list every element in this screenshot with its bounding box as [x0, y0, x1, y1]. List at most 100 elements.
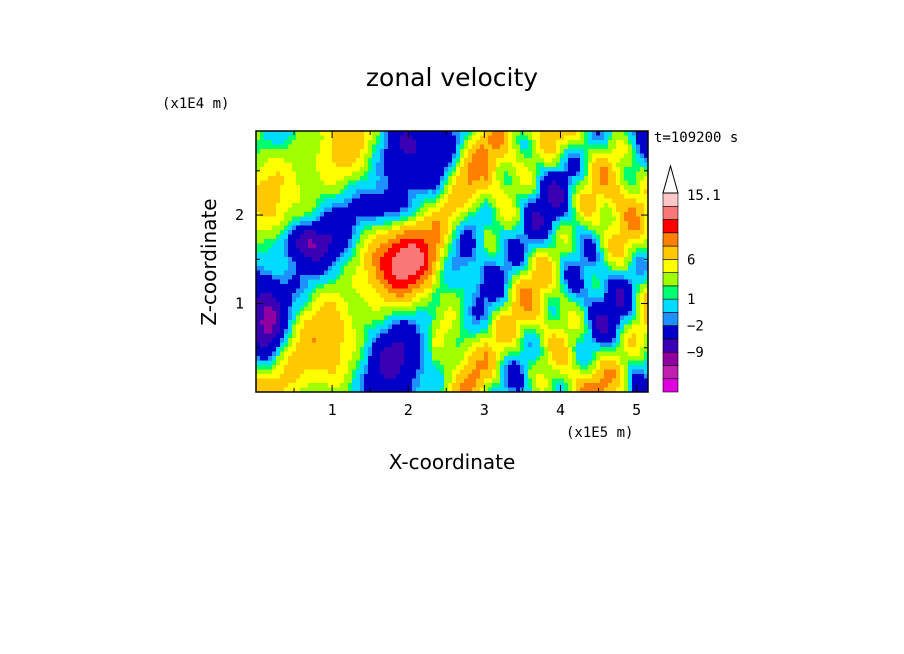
heatmap-cell	[532, 293, 537, 299]
heatmap-cell	[440, 135, 445, 141]
heatmap-cell	[448, 306, 453, 312]
heatmap-cell	[580, 302, 585, 308]
heatmap-cell	[304, 189, 309, 195]
heatmap-cell	[644, 288, 648, 294]
heatmap-cell	[368, 180, 373, 186]
heatmap-cell	[332, 351, 337, 357]
heatmap-cell	[332, 194, 337, 200]
heatmap-cell	[380, 347, 385, 353]
heatmap-cell	[308, 225, 313, 231]
heatmap-cell	[352, 203, 357, 209]
heatmap-cell	[344, 257, 349, 263]
heatmap-cell	[640, 275, 645, 281]
heatmap-cell	[544, 198, 549, 204]
heatmap-cell	[272, 347, 277, 353]
heatmap-cell	[472, 180, 477, 186]
heatmap-cell	[480, 297, 485, 303]
heatmap-cell	[616, 347, 621, 353]
heatmap-cell	[468, 266, 473, 272]
heatmap-cell	[588, 351, 593, 357]
heatmap-cell	[628, 171, 633, 177]
heatmap-cell	[412, 198, 417, 204]
heatmap-cell	[580, 311, 585, 317]
heatmap-cell	[440, 198, 445, 204]
heatmap-cell	[272, 162, 277, 168]
heatmap-cell	[612, 270, 617, 276]
heatmap-cell	[572, 270, 577, 276]
heatmap-cell	[544, 234, 549, 240]
heatmap-cell	[436, 203, 441, 209]
heatmap-cell	[608, 311, 613, 317]
heatmap-cell	[624, 230, 629, 236]
heatmap-cell	[504, 338, 509, 344]
heatmap-cell	[568, 207, 573, 213]
heatmap-cell	[328, 293, 333, 299]
heatmap-cell	[456, 293, 461, 299]
heatmap-cell	[604, 279, 609, 285]
heatmap-cell	[604, 230, 609, 236]
heatmap-cell	[488, 149, 493, 155]
heatmap-cell	[256, 306, 261, 312]
heatmap-cell	[376, 333, 381, 339]
heatmap-cell	[476, 149, 481, 155]
heatmap-cell	[496, 198, 501, 204]
heatmap-cell	[564, 243, 569, 249]
heatmap-cell	[364, 351, 369, 357]
heatmap-cell	[356, 144, 361, 150]
heatmap-cell	[272, 212, 277, 218]
heatmap-cell	[260, 293, 265, 299]
heatmap-cell	[596, 144, 601, 150]
heatmap-cell	[584, 216, 589, 222]
heatmap-cell	[580, 144, 585, 150]
heatmap-cell	[608, 167, 613, 173]
heatmap-cell	[488, 261, 493, 267]
heatmap-cell	[536, 302, 541, 308]
heatmap-cell	[312, 203, 317, 209]
heatmap-cell	[612, 239, 617, 245]
heatmap-cell	[376, 239, 381, 245]
heatmap-cell	[460, 306, 465, 312]
heatmap-cell	[324, 320, 329, 326]
heatmap-cell	[508, 225, 513, 231]
heatmap-cell	[300, 149, 305, 155]
heatmap-cell	[440, 266, 445, 272]
heatmap-cell	[420, 257, 425, 263]
heatmap-cell	[608, 212, 613, 218]
heatmap-cell	[644, 342, 648, 348]
heatmap-cell	[564, 171, 569, 177]
heatmap-cell	[368, 311, 373, 317]
heatmap-cell	[520, 230, 525, 236]
heatmap-cell	[352, 257, 357, 263]
heatmap-cell	[520, 356, 525, 362]
heatmap-cell	[272, 306, 277, 312]
heatmap-cell	[328, 198, 333, 204]
heatmap-cell	[548, 338, 553, 344]
heatmap-cell	[384, 167, 389, 173]
heatmap-cell	[528, 216, 533, 222]
heatmap-cell	[532, 167, 537, 173]
heatmap-cell	[600, 189, 605, 195]
heatmap-cell	[456, 342, 461, 348]
heatmap-cell	[404, 185, 409, 191]
heatmap-cell	[304, 194, 309, 200]
heatmap-cell	[576, 194, 581, 200]
heatmap-cell	[544, 176, 549, 182]
heatmap-cell	[424, 167, 429, 173]
heatmap-cell	[404, 216, 409, 222]
heatmap-cell	[472, 284, 477, 290]
heatmap-cell	[288, 342, 293, 348]
heatmap-cell	[424, 216, 429, 222]
heatmap-cell	[560, 239, 565, 245]
heatmap-cell	[568, 162, 573, 168]
heatmap-cell	[388, 338, 393, 344]
heatmap-cell	[504, 302, 509, 308]
heatmap-cell	[620, 266, 625, 272]
heatmap-cell	[516, 248, 521, 254]
heatmap-cell	[484, 293, 489, 299]
heatmap-cell	[444, 342, 449, 348]
heatmap-cell	[580, 162, 585, 168]
heatmap-cell	[560, 212, 565, 218]
heatmap-cell	[484, 135, 489, 141]
heatmap-cell	[396, 225, 401, 231]
heatmap-cell	[640, 333, 645, 339]
